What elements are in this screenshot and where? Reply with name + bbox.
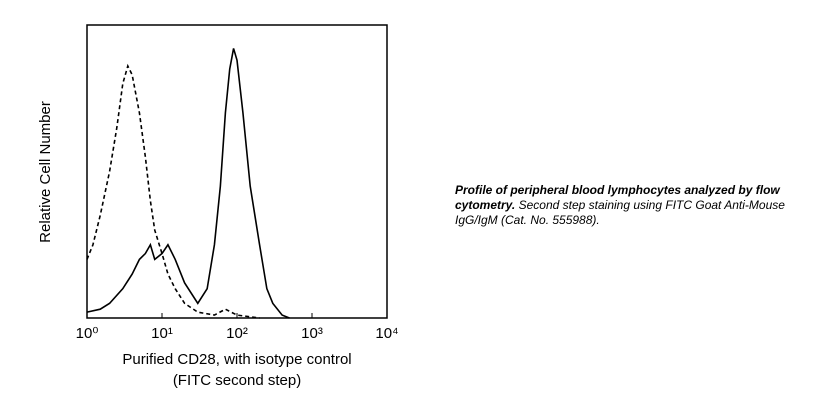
y-axis-label: Relative Cell Number — [37, 101, 54, 243]
x-axis-label: (FITC second step) — [173, 372, 301, 389]
x-tick-label: 10² — [226, 325, 248, 342]
x-axis-label: Purified CD28, with isotype control — [122, 351, 351, 368]
data-line — [86, 48, 290, 319]
caption-text: Second step staining using FITC Goat Ant… — [455, 198, 785, 227]
caption-bold: Profile of peripheral blood lymphocytes … — [455, 183, 780, 212]
caption: Profile of peripheral blood lymphocytes … — [455, 183, 810, 228]
x-tick-label: 10¹ — [151, 325, 173, 342]
data-line — [86, 63, 260, 319]
x-tick-label: 10³ — [301, 325, 323, 342]
x-tick-label: 10⁰ — [76, 325, 99, 342]
x-tick-label: 10⁴ — [375, 325, 398, 342]
